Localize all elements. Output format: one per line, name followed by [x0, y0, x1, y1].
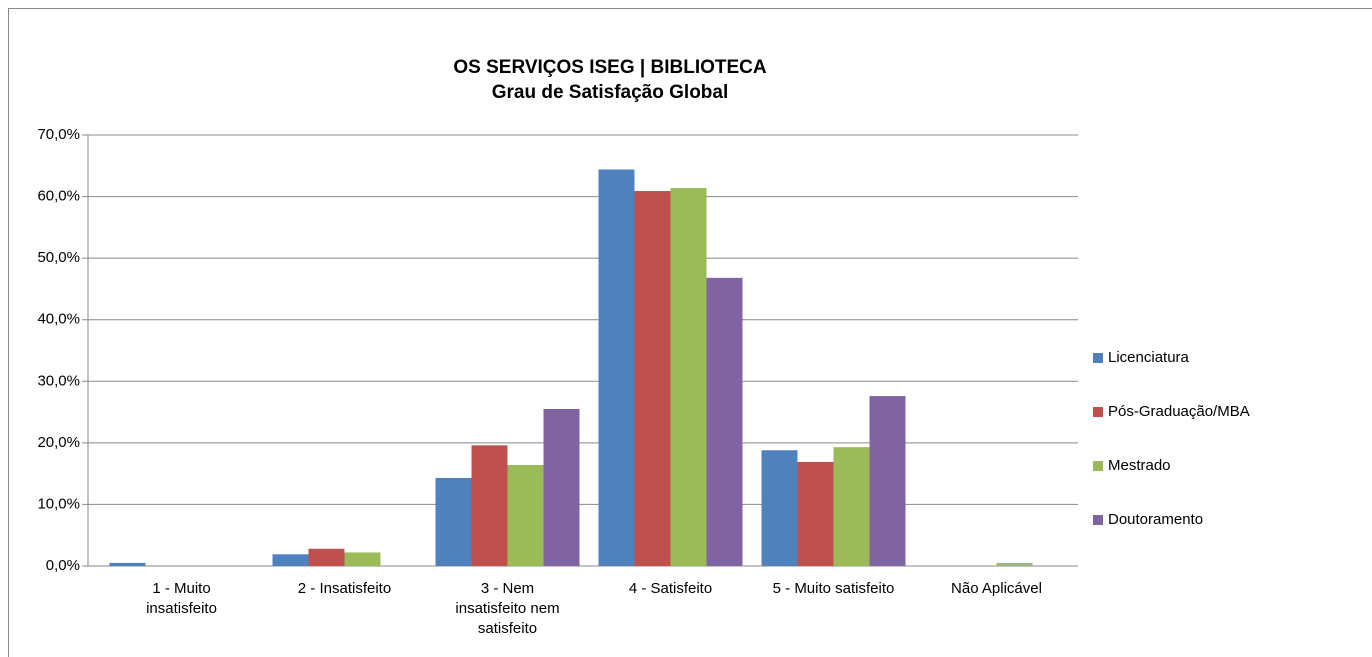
bar	[996, 562, 1033, 566]
x-tick-label: 2 - Insatisfeito	[297, 580, 392, 597]
x-tick-label: 5 - Muito satisfeito	[772, 580, 895, 597]
chart-subtitle: Grau de Satisfação Global	[492, 82, 729, 103]
bar	[634, 191, 671, 566]
legend-swatch	[1093, 515, 1103, 525]
x-tick-label: 4 - Satisfeito	[628, 580, 713, 597]
bar	[507, 465, 544, 566]
x-tick-label: 3 - Nem insatisfeito nem satisfeito	[455, 580, 560, 637]
legend-label: Mestrado	[1108, 457, 1171, 474]
legend-label: Licenciatura	[1108, 349, 1190, 366]
bar	[706, 277, 743, 566]
x-tick-label: Não Aplicável	[951, 580, 1042, 597]
legend-label: Doutoramento	[1108, 511, 1203, 528]
bar	[833, 447, 870, 566]
bar	[598, 169, 635, 567]
chart-title: OS SERVIÇOS ISEG | BIBLIOTECA	[453, 57, 767, 78]
y-tick-label: 50,0%	[37, 249, 80, 266]
x-tick-label: 1 - Muito insatisfeito	[146, 580, 217, 617]
chart-border	[8, 8, 1372, 657]
bar	[543, 408, 580, 566]
y-tick-label: 20,0%	[37, 434, 80, 451]
bar	[761, 450, 798, 566]
y-tick-label: 70,0%	[37, 126, 80, 143]
legend-swatch	[1093, 407, 1103, 417]
y-tick-label: 60,0%	[37, 188, 80, 205]
bar	[471, 445, 508, 566]
legend-swatch	[1093, 353, 1103, 363]
bar	[670, 187, 707, 567]
y-tick-label: 40,0%	[37, 311, 80, 328]
y-tick-label: 0,0%	[46, 557, 80, 574]
bar	[344, 552, 381, 566]
bar	[272, 554, 309, 566]
bar	[435, 477, 472, 566]
bar	[109, 562, 146, 566]
bar	[869, 396, 906, 566]
bar	[797, 461, 834, 566]
y-tick-label: 10,0%	[37, 495, 80, 512]
legend-swatch	[1093, 461, 1103, 471]
bar	[308, 548, 345, 566]
y-tick-label: 30,0%	[37, 372, 80, 389]
legend-label: Pós-Graduação/MBA	[1108, 403, 1250, 420]
